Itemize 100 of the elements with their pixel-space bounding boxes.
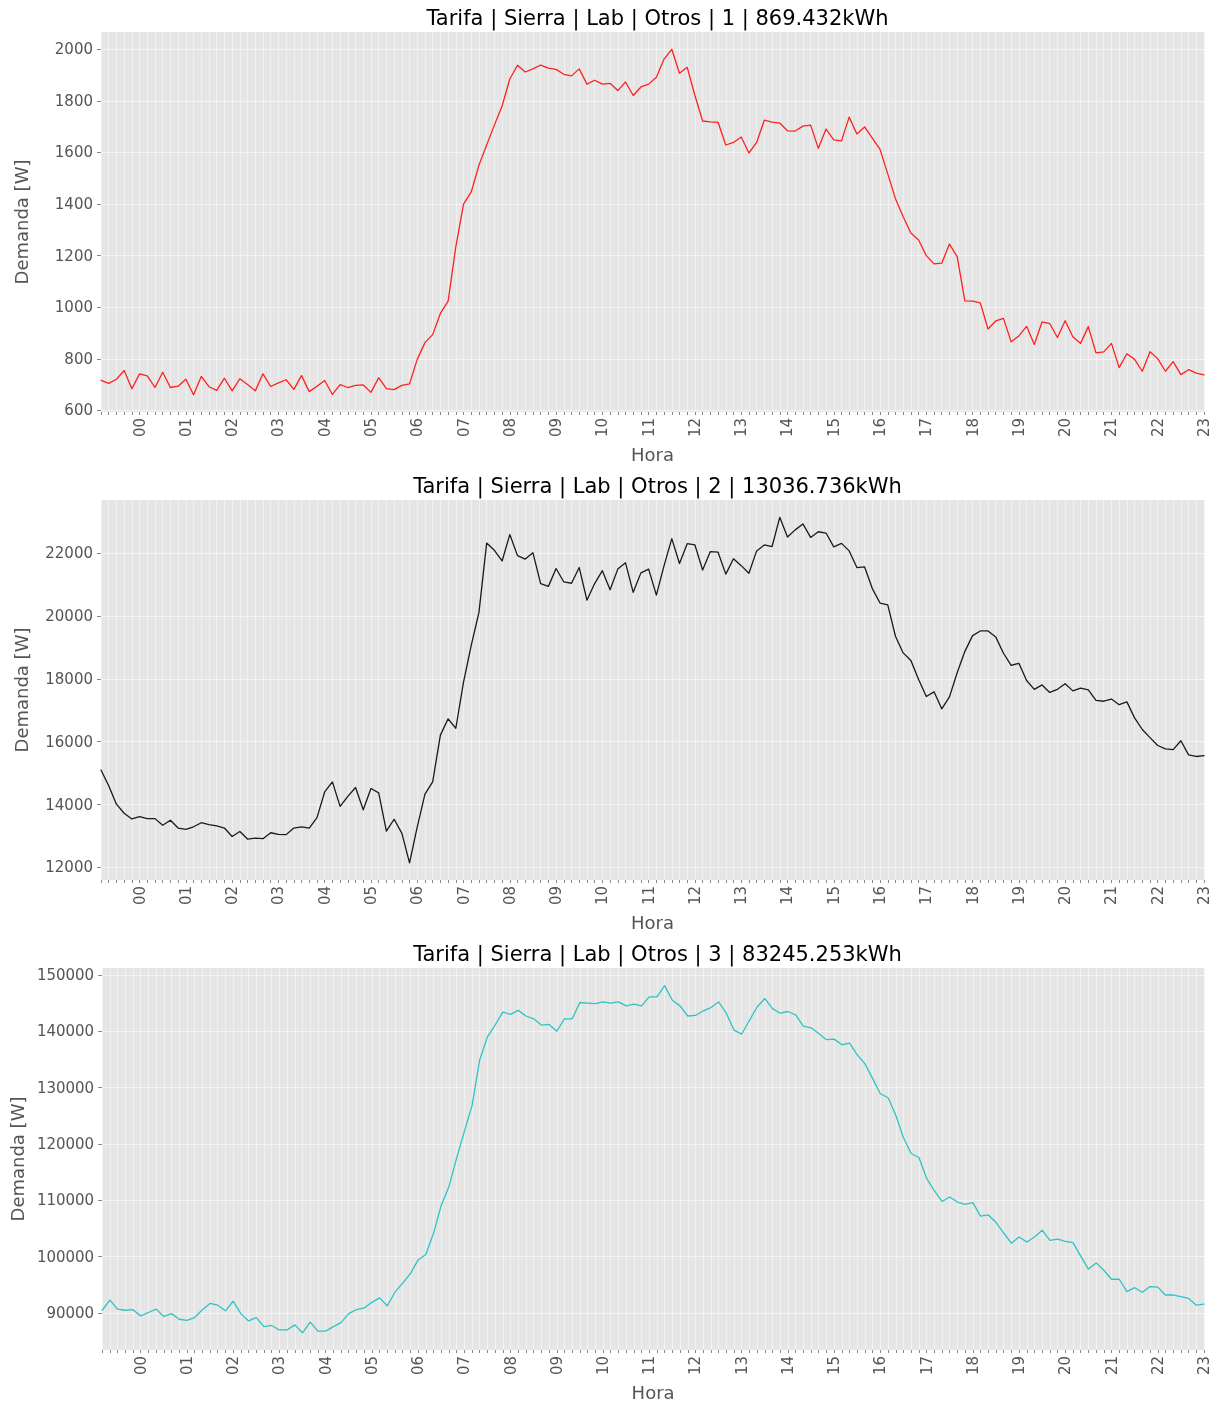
x-tick-label: 15 [825,1356,844,1376]
x-tick-label: 08 [500,886,519,906]
x-tick-label: 02 [223,418,242,438]
x-tick-label: 08 [500,418,519,438]
x-tick-label: 20 [1056,418,1075,438]
x-tick-label: 10 [594,1356,612,1376]
y-axis-title: Demanda [W] [6,1096,28,1222]
x-tick-label: 01 [176,886,195,906]
y-tick-label: 1800 [54,91,93,110]
y-tick-label: 1600 [54,143,93,162]
x-tick-label: 05 [362,1356,381,1376]
x-tick-label: 05 [361,418,380,438]
x-tick-label: 00 [130,418,149,438]
y-tick-label: 1400 [54,195,93,214]
x-tick-label: 14 [778,886,797,906]
x-tick-label: 01 [177,1356,196,1376]
x-tick-label: 11 [639,886,658,906]
x-axis-title: Hora [631,443,674,465]
line-series [101,984,1205,1334]
x-tick-label: 12 [686,1356,705,1376]
y-axis-title: Demanda [W] [10,627,32,753]
chart-title: Tarifa | Sierra | Lab | Otros | 3 | 83245.253kWh [412,941,902,967]
x-tick-label: 15 [824,886,843,906]
line-series [100,516,1205,864]
x-tick-label: 00 [131,1356,150,1376]
x-tick-label: 05 [361,886,380,906]
x-tick-label: 08 [501,1356,520,1376]
x-tick-label: 17 [917,886,936,906]
x-tick-label: 23 [1195,1356,1213,1376]
y-tick-label: 600 [64,401,93,420]
x-tick-label: 06 [409,1356,428,1376]
x-tick-label: 13 [732,1356,751,1376]
x-tick-label: 14 [778,418,797,438]
x-tick-label: 04 [316,1356,335,1376]
x-axis-title: Hora [631,911,674,933]
x-tick-label: 13 [732,418,751,438]
x-tick-label: 21 [1102,886,1121,906]
y-tick-label: 800 [64,349,93,368]
x-tick-label: 22 [1148,886,1167,906]
y-tick-label: 90000 [46,1304,95,1323]
x-tick-label: 07 [455,1356,474,1376]
x-tick-label: 23 [1195,886,1213,906]
x-tick-label: 10 [593,886,612,906]
x-tick-label: 19 [1010,1356,1029,1376]
x-tick-label: 22 [1148,1356,1167,1376]
x-tick-label: 16 [871,418,890,438]
x-tick-label: 03 [270,1356,289,1376]
y-tick-label: 120000 [36,1134,95,1153]
x-tick-label: 19 [1009,418,1028,438]
y-tick-label: 110000 [36,1191,95,1210]
chart-title: Tarifa | Sierra | Lab | Otros | 2 | 13036.736kWh [412,473,902,499]
y-tick-label: 16000 [45,732,93,751]
x-tick-label: 17 [917,1356,936,1376]
y-tick-label: 140000 [36,1022,95,1041]
x-tick-label: 21 [1102,418,1121,438]
x-tick-label: 18 [963,886,982,906]
x-tick-label: 11 [639,418,658,438]
x-tick-label: 18 [963,418,982,438]
y-axis-title: Demanda [W] [10,159,32,285]
x-tick-label: 16 [871,886,890,906]
x-tick-label: 03 [269,886,288,906]
x-tick-label: 10 [593,418,612,438]
x-tick-label: 06 [408,886,427,906]
x-tick-label: 16 [871,1356,890,1376]
x-tick-label: 00 [130,886,149,906]
chart-title: Tarifa | Sierra | Lab | Otros | 1 | 869.432kWh [425,5,889,31]
x-tick-label: 07 [454,418,473,438]
x-tick-label: 19 [1009,886,1028,906]
x-axis-title: Hora [631,1381,675,1403]
x-tick-label: 03 [269,418,288,438]
x-tick-label: 18 [963,1356,982,1376]
y-tick-label: 130000 [36,1078,95,1097]
x-tick-label: 20 [1056,886,1075,906]
y-tick-label: 2000 [54,40,93,59]
x-tick-label: 06 [408,418,427,438]
x-tick-label: 02 [223,886,242,906]
x-tick-label: 15 [824,418,843,438]
y-tick-label: 20000 [45,607,93,626]
x-tick-label: 14 [778,1356,797,1376]
y-tick-label: 150000 [36,965,95,984]
line-series [100,48,1205,396]
x-tick-label: 12 [685,418,704,438]
y-tick-label: 12000 [45,858,93,877]
y-tick-label: 22000 [45,544,93,563]
x-tick-label: 09 [547,1356,566,1376]
x-tick-label: 11 [640,1356,659,1376]
x-tick-label: 04 [315,886,334,906]
x-tick-label: 13 [732,886,751,906]
x-tick-label: 12 [685,886,704,906]
x-tick-label: 01 [176,418,195,438]
x-tick-label: 23 [1195,418,1213,438]
y-tick-label: 100000 [36,1247,95,1266]
y-tick-label: 18000 [45,669,93,688]
x-tick-label: 07 [454,886,473,906]
x-tick-label: 02 [224,1356,243,1376]
x-tick-label: 09 [547,886,566,906]
y-tick-label: 14000 [45,795,93,814]
x-tick-label: 17 [917,418,936,438]
x-tick-label: 04 [315,418,334,438]
y-tick-label: 1000 [54,298,93,317]
